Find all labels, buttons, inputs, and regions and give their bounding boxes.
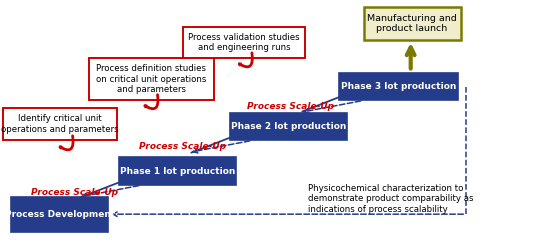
FancyArrowPatch shape (239, 53, 253, 67)
FancyArrowPatch shape (145, 95, 158, 109)
Text: Identify critical unit
operations and parameters: Identify critical unit operations and pa… (1, 114, 118, 134)
Text: Phase 2 lot production: Phase 2 lot production (231, 122, 346, 131)
FancyBboxPatch shape (119, 157, 236, 185)
FancyBboxPatch shape (364, 7, 461, 40)
Text: Process Scale-Up: Process Scale-Up (31, 188, 118, 197)
Text: Process Scale-Up: Process Scale-Up (139, 142, 226, 151)
Text: Process definition studies
on critical unit operations
and parameters: Process definition studies on critical u… (96, 64, 206, 94)
Text: Process Scale-Up: Process Scale-Up (247, 102, 334, 111)
Text: Phase 3 lot production: Phase 3 lot production (341, 82, 456, 91)
FancyBboxPatch shape (3, 108, 117, 140)
FancyArrowPatch shape (60, 136, 73, 150)
FancyBboxPatch shape (11, 197, 108, 232)
Text: Phase 1 lot production: Phase 1 lot production (120, 167, 235, 176)
Text: Process Development: Process Development (4, 210, 115, 219)
FancyBboxPatch shape (230, 113, 347, 140)
FancyBboxPatch shape (339, 73, 458, 100)
FancyBboxPatch shape (183, 27, 305, 58)
FancyBboxPatch shape (89, 58, 214, 100)
Text: Manufacturing and
product launch: Manufacturing and product launch (367, 14, 457, 33)
Text: Physicochemical characterization to
demonstrate product comparability as
indicat: Physicochemical characterization to demo… (308, 184, 473, 214)
Text: Process validation studies
and engineering runs: Process validation studies and engineeri… (188, 33, 300, 52)
